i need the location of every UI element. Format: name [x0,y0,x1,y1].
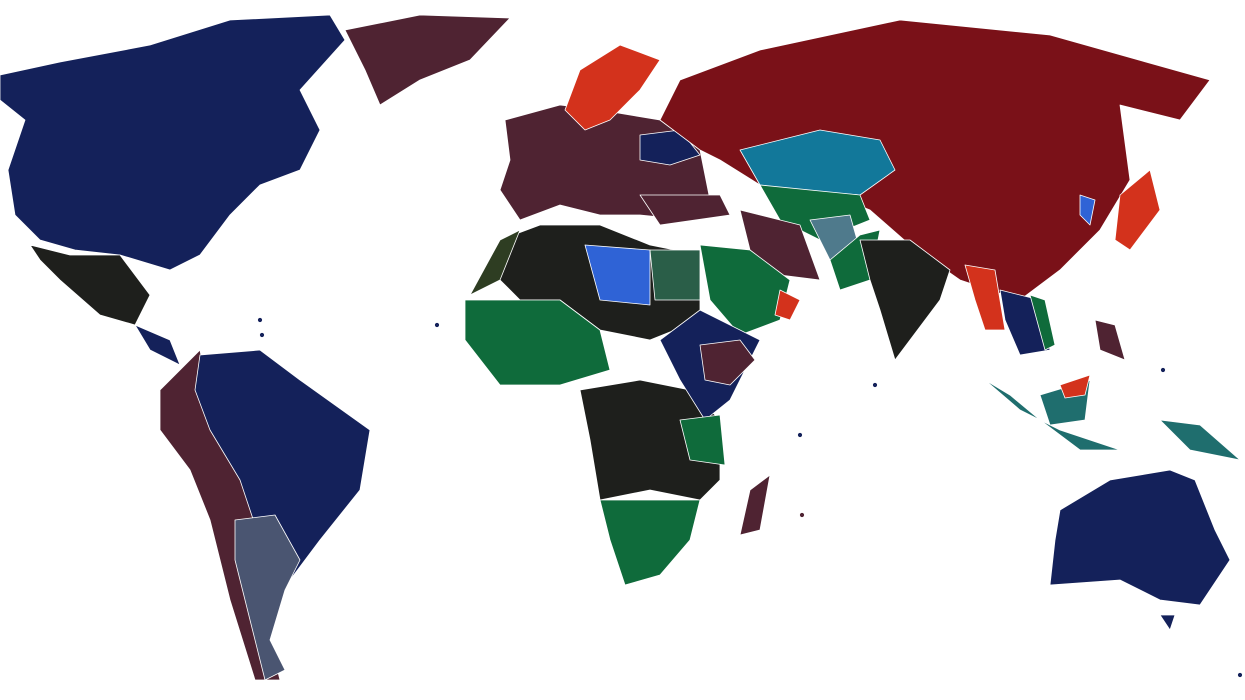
region-southern-africa [599,499,701,586]
region-new-guinea [1159,419,1241,461]
island [799,512,805,518]
region-australia [1049,469,1231,606]
island [1237,672,1243,678]
region-central-america [134,324,181,366]
region-vietnam [1029,294,1056,351]
region-malaysia [1059,374,1091,399]
region-japan [1114,169,1161,251]
island [434,322,440,328]
region-indonesia [984,379,1121,451]
region-tanzania [679,414,726,466]
island [259,332,265,338]
region-brazil [194,349,371,581]
island [1160,367,1166,373]
region-turkey [639,194,731,226]
region-egypt [649,249,701,301]
region-arabia [699,244,791,336]
region-north-america [0,14,346,271]
island [797,432,803,438]
region-morocco [469,229,521,296]
region-myanmar [964,264,1006,331]
island [257,317,263,323]
region-greenland [344,14,511,106]
region-iran [739,209,821,281]
region-madagascar [739,474,771,536]
region-ethiopia [699,339,756,386]
region-libya [584,244,651,306]
region-scandinavia [564,44,661,131]
region-tasmania [1159,614,1176,631]
island [872,382,878,388]
region-philippines [1094,319,1126,361]
region-oman [774,289,801,321]
region-west-africa [464,299,611,386]
region-argentina [234,514,301,681]
region-india [859,239,951,361]
region-korea [1079,194,1096,226]
region-central-africa [579,379,721,501]
